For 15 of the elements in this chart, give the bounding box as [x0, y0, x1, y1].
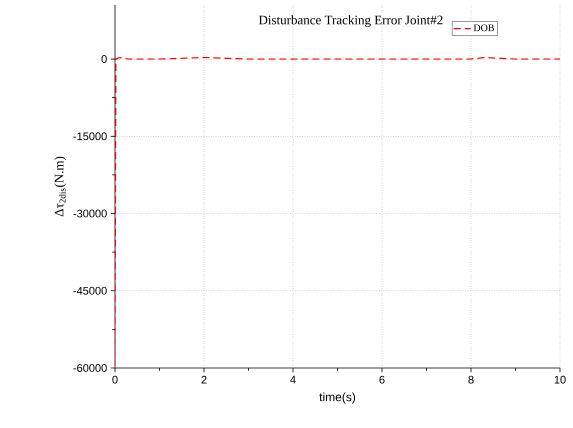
y-tick-label: 0 [102, 55, 107, 63]
x-tick-label: 2 [201, 376, 207, 384]
x-tick-label: 8 [468, 376, 474, 384]
y-axis-title: Δτ$_{2dis}$(N.m) [54, 156, 66, 216]
x-tick-label: 10 [554, 376, 566, 384]
text: Disturbance Tracking Error Joint#2 [258, 15, 443, 28]
y-tick-label: -45000 [73, 286, 107, 295]
y-tick-label: -15000 [73, 132, 107, 140]
y-tick-label: -30000 [73, 210, 107, 218]
y-tick-label: -60000 [73, 364, 107, 372]
x-tick-label: 6 [380, 376, 385, 384]
x-axis-title: time(s) [319, 392, 356, 404]
x-tick-label: 0 [112, 376, 118, 384]
x-tick-label: 4 [290, 376, 296, 384]
legend-label: DOB [474, 24, 494, 32]
